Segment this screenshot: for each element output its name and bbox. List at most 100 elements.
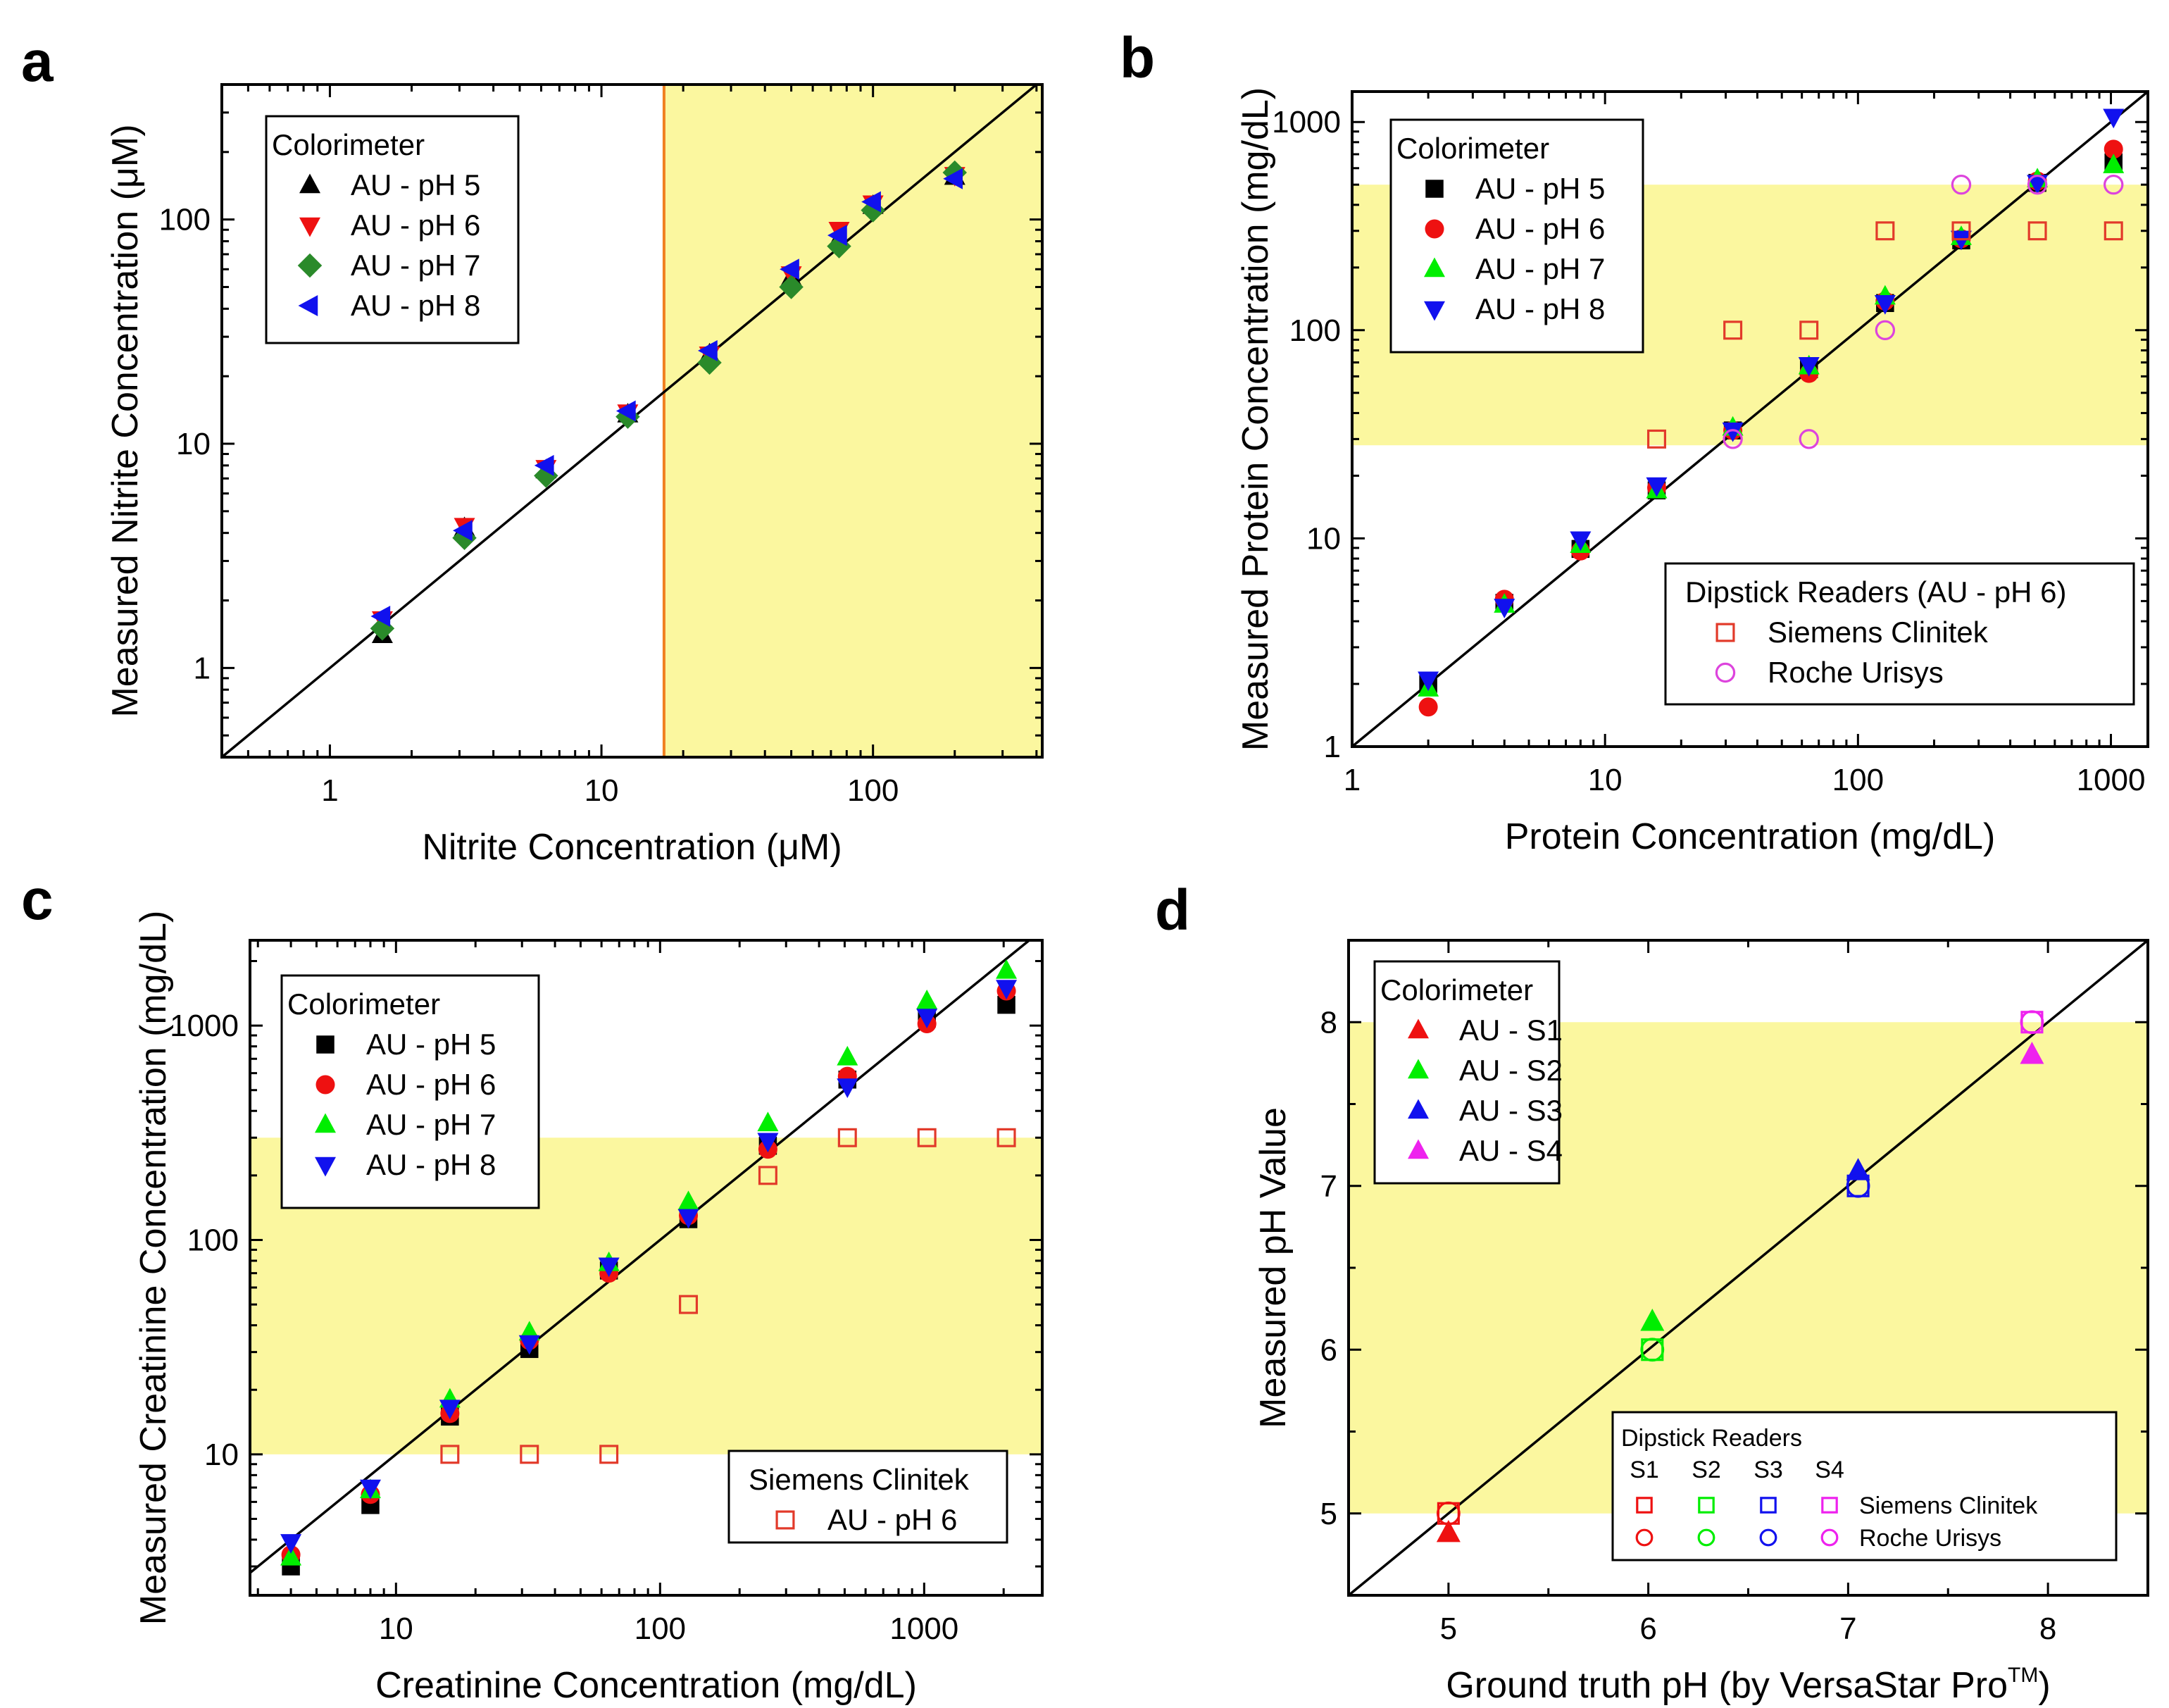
data-point [280, 1534, 302, 1554]
data-point [2027, 175, 2049, 195]
x-tick-label: 1 [1344, 763, 1361, 797]
data-point [280, 1545, 302, 1566]
legend-box [1664, 562, 2135, 706]
legend-marker [1759, 1528, 1777, 1547]
x-tick-label: 1 [321, 773, 338, 808]
legend-marker [1425, 180, 1444, 198]
data-point [599, 1445, 619, 1464]
data-point [520, 1445, 539, 1464]
data-point [837, 1045, 858, 1066]
legend-column-label: S4 [1815, 1457, 1844, 1483]
legend-marker [775, 1510, 795, 1530]
data-point [1846, 1173, 1870, 1198]
legend-dipstick: Dipstick Readers S1 S2 S3 S4 Siemens Clinitek… [1611, 1411, 2118, 1561]
identity-line [1347, 939, 2149, 1597]
data-point [1798, 357, 1820, 377]
data-point [1436, 1519, 1461, 1542]
data-point [1951, 174, 1972, 195]
legend-row-label: Roche Urisys [1859, 1525, 2001, 1552]
data-point [1418, 671, 1439, 692]
legend-label: AU - pH 5 [1475, 172, 1605, 205]
data-point [996, 959, 1018, 979]
legend-marker [1715, 662, 1736, 683]
x-axis-label: Protein Concentration (mg/dL) [1505, 816, 1996, 857]
panel-letter: a [21, 30, 54, 94]
legend-column-label: S2 [1692, 1457, 1721, 1483]
legend-marker [315, 1113, 336, 1133]
y-axis-label: Measured Nitrite Concentration (μM) [105, 124, 146, 717]
data-point [1640, 1338, 1665, 1362]
data-point [1875, 320, 1896, 340]
legend-colorimeter: Colorimeter AU - pH 5 AU - pH 6 AU - pH 7 AU… [1389, 118, 1644, 354]
legend-marker [1424, 301, 1445, 321]
legend-label: AU - pH 8 [1475, 292, 1605, 325]
data-point [996, 1128, 1016, 1147]
x-axis-label: Nitrite Concentration (μM) [422, 827, 842, 868]
data-point [439, 1400, 461, 1420]
data-point [837, 1128, 857, 1147]
data-point [677, 1190, 699, 1211]
legend-label: AU - pH 7 [351, 249, 480, 282]
x-tick-label: 8 [2039, 1612, 2056, 1646]
legend-label: AU - S2 [1459, 1054, 1563, 1087]
x-axis-label-text: Protein Concentration (mg/dL) [1505, 816, 1996, 857]
legend-label: Siemens Clinitek [1768, 616, 1989, 649]
legend-label: AU - pH 8 [366, 1148, 496, 1181]
data-point [1646, 429, 1666, 449]
legend-label: AU - pH 6 [366, 1068, 496, 1101]
y-tick-label: 1000 [1272, 105, 1341, 139]
legend-marker [299, 217, 320, 237]
ticks [220, 83, 1042, 759]
x-axis-label-sup: TM [2008, 1664, 2038, 1687]
data-point [1875, 221, 1895, 241]
data-points [1418, 108, 2125, 717]
data-point [2020, 1010, 2044, 1035]
x-tick-label: 1000 [2077, 763, 2146, 797]
data-point [2104, 174, 2124, 195]
y-tick-label: 10 [1306, 521, 1341, 556]
identity-line [249, 939, 1030, 1574]
identity-line [1351, 90, 2149, 748]
data-point [1723, 429, 1743, 449]
x-axis-label: Creatinine Concentration (mg/dL) [375, 1665, 917, 1706]
legend-marker [299, 173, 320, 194]
legend-marker [1636, 1497, 1653, 1514]
legend-marker [1425, 219, 1444, 239]
data-point [827, 225, 847, 247]
y-axis-label: Measured Creatinine Concentration (mg/dL… [133, 911, 174, 1626]
legend-colorimeter: Colorimeter AU - pH 5 AU - pH 6 AU - pH 7 AU… [265, 115, 520, 344]
panel-b: 1 10 100 1000 1 10 100 1000 Protein Concentratio… [1120, 26, 2149, 857]
legend-box [727, 1450, 1008, 1544]
data-point [1646, 477, 1668, 497]
data-point [996, 980, 1018, 1000]
legend-title: Colorimeter [287, 987, 440, 1021]
legend-label: AU - S4 [1459, 1134, 1563, 1167]
legend-box [1373, 960, 1561, 1185]
data-point [370, 605, 391, 627]
panel-letter: d [1155, 878, 1190, 942]
data-point [916, 1009, 938, 1029]
legend-marker [1408, 1139, 1429, 1159]
legend-marker [1821, 1497, 1838, 1514]
legend-label: AU - S3 [1459, 1094, 1563, 1127]
data-point [917, 1128, 937, 1147]
data-point [1723, 320, 1743, 340]
legend-label: AU - pH 5 [351, 168, 480, 201]
data-point [758, 1166, 777, 1185]
data-point [679, 1295, 699, 1314]
panel-letter: b [1120, 26, 1155, 90]
axes-frame [1351, 90, 2149, 748]
legend-marker [1635, 1528, 1654, 1547]
y-tick-label: 7 [1320, 1169, 1337, 1204]
data-point [2104, 221, 2123, 241]
y-axis-label: Measured Protein Concentration (mg/dL) [1235, 87, 1276, 751]
y-axis-label: Measured pH Value [1253, 1107, 1294, 1428]
legend-title: Dipstick Readers [1621, 1425, 1802, 1452]
legend-title: Colorimeter [272, 128, 425, 161]
data-point [677, 1209, 699, 1229]
legend-marker [1424, 257, 1445, 278]
ticks [250, 940, 1042, 1595]
y-tick-label: 8 [1320, 1005, 1337, 1040]
x-axis-label-text: Nitrite Concentration (μM) [422, 827, 842, 868]
legend-title: Colorimeter [1396, 132, 1549, 165]
